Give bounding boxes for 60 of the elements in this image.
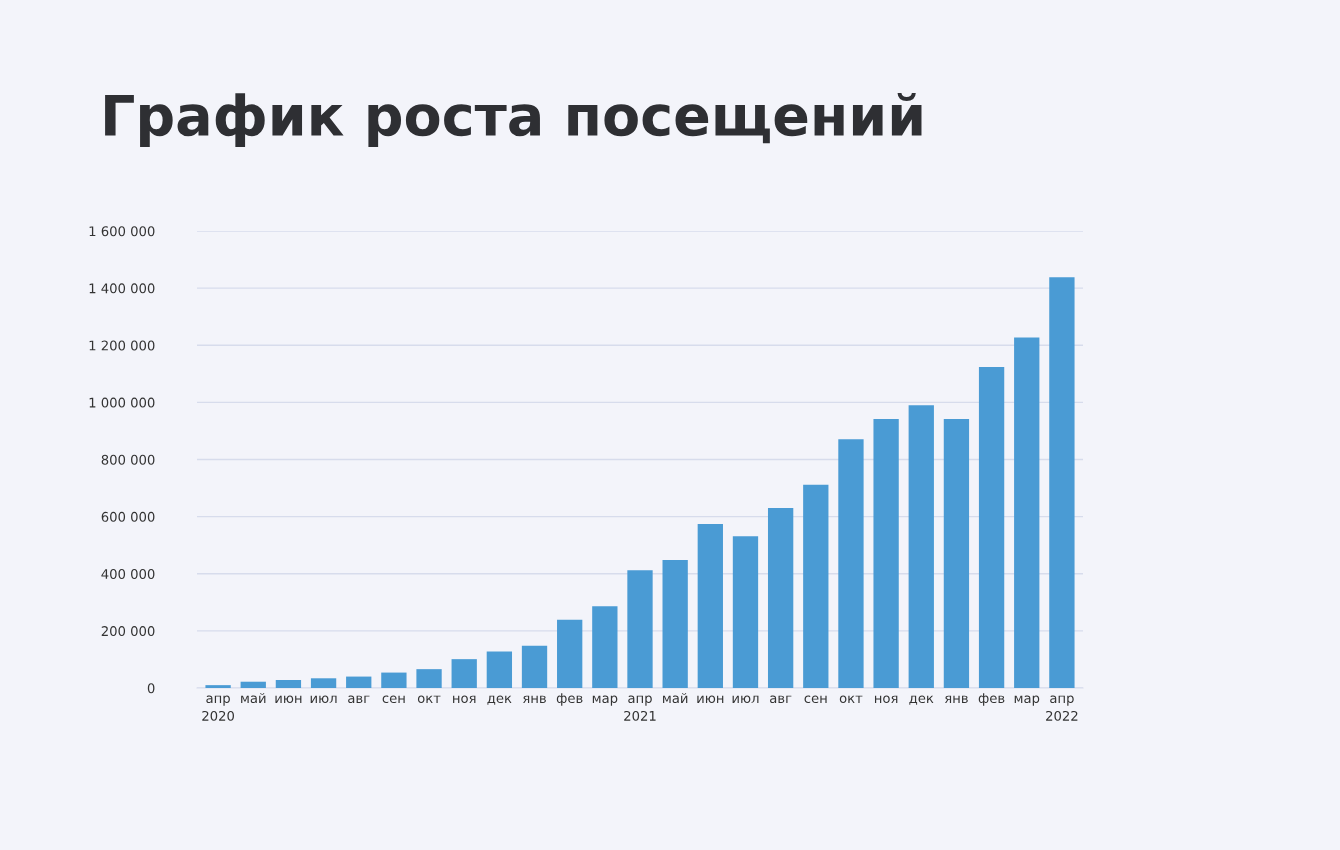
y-tick-label: 0 <box>147 683 155 694</box>
bar <box>240 681 266 688</box>
bar <box>662 560 688 688</box>
x-tick-label: дек <box>909 695 934 705</box>
bar <box>310 678 337 688</box>
x-tick-label: окт <box>839 695 863 704</box>
bar <box>873 418 899 688</box>
x-tick-label: окт <box>417 695 441 704</box>
x-tick-label: июл <box>732 695 759 704</box>
y-tick-label: 1 200 000 <box>89 340 155 351</box>
x-tick-label: июн <box>275 695 302 704</box>
x-tick-label: апр 2020 <box>202 695 235 721</box>
y-tick-label: 1 000 000 <box>89 397 155 408</box>
y-tick-label: 200 000 <box>101 626 155 637</box>
bar <box>943 418 970 688</box>
x-tick-label: мар <box>1014 695 1040 706</box>
x-tick-label: дек <box>487 695 512 705</box>
x-tick-label: ноя <box>453 695 476 704</box>
x-tick-label: апр 2022 <box>1046 695 1078 721</box>
bar <box>627 570 653 688</box>
bar <box>697 524 723 688</box>
bar <box>803 484 829 688</box>
y-tick-label: 400 000 <box>101 568 155 579</box>
x-tick-label: сен <box>804 695 827 704</box>
chart-title: График роста посещений <box>105 92 922 148</box>
x-tick-label: фев <box>978 693 1005 706</box>
x-tick-label: янв <box>523 695 546 703</box>
x-tick-label: июн <box>697 695 724 704</box>
bar <box>346 676 372 688</box>
y-tick-label: 600 000 <box>101 511 155 522</box>
bar <box>381 672 407 688</box>
x-tick-label: мар <box>592 695 618 706</box>
bar <box>1014 337 1040 688</box>
x-tick-label: авг <box>348 695 370 704</box>
bar <box>908 405 934 688</box>
x-tick-label: янв <box>945 695 968 703</box>
y-tick-label: 800 000 <box>101 454 155 465</box>
bar <box>451 659 477 688</box>
bar <box>486 651 513 688</box>
bar <box>557 619 583 688</box>
bar <box>732 536 759 688</box>
bar <box>592 606 618 688</box>
x-tick-label: май <box>663 692 688 704</box>
x-tick-label: сен <box>382 695 405 704</box>
x-tick-label: июл <box>310 695 337 704</box>
bar <box>1049 277 1075 688</box>
bar <box>978 366 1005 688</box>
bar <box>416 669 442 688</box>
x-tick-label: фев <box>556 693 583 706</box>
y-tick-label: 1 600 000 <box>89 226 155 237</box>
bar <box>205 685 231 688</box>
x-tick-label: ноя <box>874 695 898 704</box>
y-tick-label: 1 400 000 <box>89 283 155 294</box>
bar <box>767 508 794 688</box>
x-tick-label: апр 2021 <box>624 695 656 721</box>
bar <box>521 645 548 688</box>
x-tick-label: авг <box>770 695 792 704</box>
bar <box>838 439 864 688</box>
x-tick-label: май <box>241 692 266 704</box>
bar <box>275 680 302 688</box>
